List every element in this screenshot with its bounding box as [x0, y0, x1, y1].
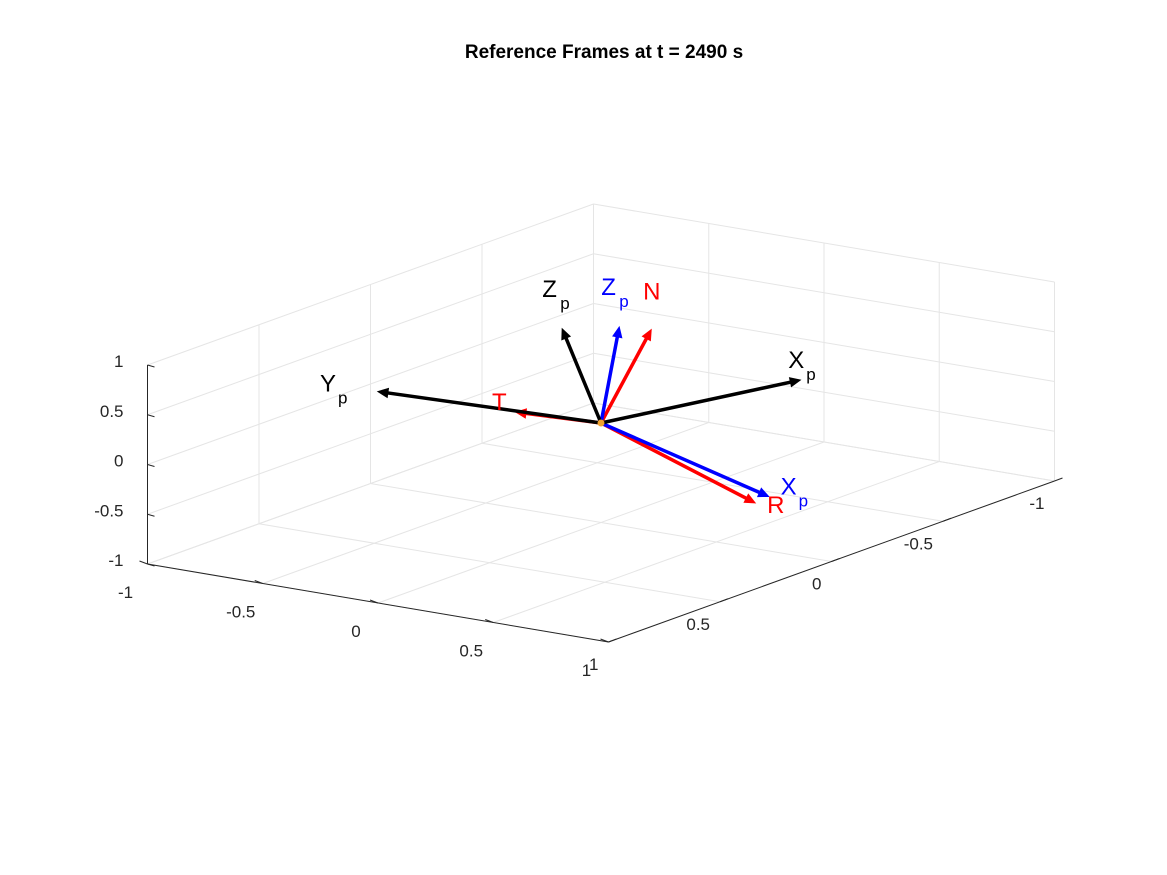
n-vector [599, 336, 649, 425]
origin-marker [597, 419, 605, 427]
z-tick-mark [147, 464, 155, 467]
right-wall-gridline [147, 253, 594, 416]
y-tick-label: 0.5 [686, 615, 710, 634]
tick-labels: -1 -0.5 0 0.5 1 -1 -0.5 0 0.5 1 -1 -0.5 0 0.5 1 [94, 352, 1044, 680]
zp-arrowhead [561, 327, 572, 341]
xp-vector [599, 380, 793, 425]
z-tick-mark [147, 414, 155, 418]
y-tick-mark [831, 558, 840, 562]
x-tick-mark [485, 619, 494, 623]
t-label: T [492, 389, 507, 416]
y-tick-mark [1054, 477, 1063, 482]
zp-label-subscript: p [560, 294, 569, 313]
r-label: R [767, 492, 784, 519]
zp-vector [564, 336, 603, 425]
x-tick-label: 0 [351, 622, 360, 641]
xp-label: X [781, 473, 797, 500]
right-wall-gridline [147, 203, 594, 366]
x-tick-mark [369, 599, 379, 604]
z-tick-label: -0.5 [94, 501, 123, 520]
x-tick-label: -1 [118, 583, 133, 602]
r-arrowhead [743, 493, 757, 504]
xp-label: X [788, 347, 804, 374]
floor-gridline [370, 483, 832, 562]
n-label: N [643, 279, 660, 306]
xp-label-subscript: p [806, 365, 815, 384]
y-tick-label: 0 [812, 575, 821, 594]
x-tick-mark [139, 560, 148, 565]
xp-label-subscript: p [799, 491, 808, 510]
z-tick-label: 0 [114, 452, 123, 471]
left-wall-gridline [593, 303, 1055, 382]
floor-gridline [493, 461, 940, 623]
xp-arrowhead [756, 487, 770, 498]
y-tick-mark [608, 638, 617, 643]
z-tick-mark [147, 513, 155, 517]
y-tick-label: -1 [1029, 494, 1044, 513]
x-tick-label: 0.5 [459, 642, 483, 661]
left-wall-gridline [593, 203, 1055, 283]
z-tick-mark [147, 364, 155, 368]
r-vector [599, 421, 749, 501]
x-tick-mark [254, 580, 263, 584]
z-tick-label: 0.5 [100, 402, 124, 421]
yp-label-subscript: p [338, 389, 347, 408]
x-tick-mark [600, 638, 609, 643]
z-tick-label: 1 [114, 352, 123, 371]
yp-label: Y [320, 371, 336, 398]
xp-vector [599, 421, 762, 495]
floor-gridline [258, 523, 721, 603]
z-tick-label: -1 [108, 551, 123, 570]
zp-label: Z [542, 276, 557, 303]
x-tick-label: 1 [582, 661, 591, 680]
yp-arrowhead [376, 387, 390, 399]
right-wall-gridline [147, 303, 594, 465]
y-tick-label: 1 [589, 655, 598, 674]
vectors [376, 325, 802, 504]
zp-vector [599, 335, 620, 425]
xp-arrowhead [788, 377, 802, 388]
z-tick-mark [147, 563, 155, 567]
chart-title: Reference Frames at t = 2490 s [465, 42, 743, 63]
x-tick-label: -0.5 [226, 603, 255, 622]
y-tick-mark [719, 598, 729, 603]
n-arrowhead [641, 328, 652, 342]
y-tick-mark [942, 517, 952, 522]
axes [139, 364, 1063, 643]
zp-arrowhead [612, 325, 623, 339]
yp-vector [386, 391, 603, 425]
zp-label: Z [601, 274, 616, 301]
y-tick-label: -0.5 [904, 534, 933, 553]
left-wall-gridline [593, 253, 1055, 333]
zp-label-subscript: p [619, 292, 628, 311]
